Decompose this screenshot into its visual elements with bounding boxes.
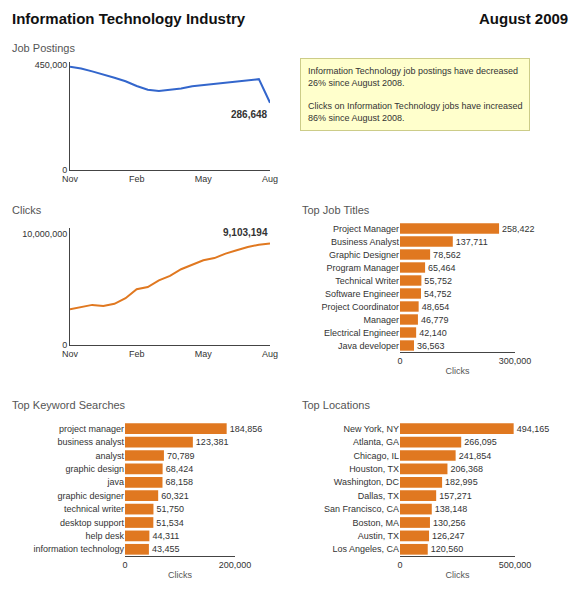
svg-text:Boston, MA: Boston, MA bbox=[352, 518, 399, 528]
svg-text:Manager: Manager bbox=[363, 315, 399, 325]
svg-text:Project Manager: Project Manager bbox=[333, 224, 399, 234]
svg-text:Technical Writer: Technical Writer bbox=[335, 276, 399, 286]
svg-text:Aug: Aug bbox=[262, 174, 278, 184]
svg-text:0: 0 bbox=[62, 340, 67, 350]
svg-text:Austin, TX: Austin, TX bbox=[358, 531, 399, 541]
svg-text:138,148: 138,148 bbox=[435, 504, 468, 514]
svg-text:51,534: 51,534 bbox=[156, 518, 184, 528]
svg-text:54,752: 54,752 bbox=[424, 289, 452, 299]
svg-text:San Francisco, CA: San Francisco, CA bbox=[324, 504, 399, 514]
svg-text:60,321: 60,321 bbox=[161, 491, 189, 501]
svg-text:Project Coordinator: Project Coordinator bbox=[321, 302, 399, 312]
svg-text:157,271: 157,271 bbox=[439, 491, 472, 501]
svg-text:graphic design: graphic design bbox=[65, 464, 124, 474]
svg-text:130,256: 130,256 bbox=[433, 518, 466, 528]
svg-text:technical writer: technical writer bbox=[64, 504, 124, 514]
svg-text:Software Engineer: Software Engineer bbox=[325, 289, 399, 299]
svg-text:Electrical Engineer: Electrical Engineer bbox=[324, 328, 399, 338]
svg-text:266,095: 266,095 bbox=[464, 437, 497, 447]
svg-text:Nov: Nov bbox=[62, 349, 79, 359]
svg-text:analyst: analyst bbox=[95, 451, 124, 461]
svg-text:65,464: 65,464 bbox=[428, 263, 456, 273]
svg-text:Information Technology Industr: Information Technology Industry bbox=[12, 10, 246, 27]
svg-text:Clicks: Clicks bbox=[168, 570, 192, 580]
svg-text:help desk: help desk bbox=[85, 531, 124, 541]
svg-text:Washington, DC: Washington, DC bbox=[334, 477, 400, 487]
svg-text:43,455: 43,455 bbox=[152, 544, 180, 554]
svg-text:68,158: 68,158 bbox=[165, 477, 193, 487]
svg-text:Chicago, IL: Chicago, IL bbox=[353, 451, 399, 461]
svg-text:0: 0 bbox=[62, 165, 67, 175]
svg-text:48,654: 48,654 bbox=[422, 302, 450, 312]
svg-text:May: May bbox=[195, 174, 213, 184]
svg-text:450,000: 450,000 bbox=[35, 60, 68, 70]
svg-text:Nov: Nov bbox=[62, 174, 79, 184]
svg-text:206,368: 206,368 bbox=[450, 464, 483, 474]
svg-text:Feb: Feb bbox=[129, 174, 145, 184]
svg-text:286,648: 286,648 bbox=[231, 109, 268, 120]
svg-text:Los Angeles, CA: Los Angeles, CA bbox=[332, 544, 399, 554]
svg-text:Business Analyst: Business Analyst bbox=[331, 237, 400, 247]
svg-text:68,424: 68,424 bbox=[166, 464, 194, 474]
svg-text:70,789: 70,789 bbox=[167, 451, 195, 461]
svg-text:information technology: information technology bbox=[33, 544, 124, 554]
svg-text:36,563: 36,563 bbox=[417, 341, 445, 351]
svg-text:project manager: project manager bbox=[59, 424, 124, 434]
svg-text:business analyst: business analyst bbox=[57, 437, 124, 447]
svg-text:184,856: 184,856 bbox=[230, 424, 263, 434]
svg-text:August 2009: August 2009 bbox=[479, 10, 568, 27]
svg-text:Top Job Titles: Top Job Titles bbox=[302, 204, 370, 216]
svg-text:46,779: 46,779 bbox=[421, 315, 449, 325]
svg-text:Job Postings: Job Postings bbox=[12, 42, 75, 54]
svg-text:Program Manager: Program Manager bbox=[326, 263, 399, 273]
svg-text:241,854: 241,854 bbox=[459, 451, 492, 461]
svg-text:0: 0 bbox=[397, 356, 402, 366]
svg-text:494,165: 494,165 bbox=[517, 424, 550, 434]
svg-text:55,752: 55,752 bbox=[424, 276, 452, 286]
svg-text:Java developer: Java developer bbox=[338, 341, 399, 351]
svg-text:182,995: 182,995 bbox=[445, 477, 478, 487]
svg-text:137,711: 137,711 bbox=[456, 237, 488, 247]
svg-text:44,311: 44,311 bbox=[152, 531, 179, 541]
svg-text:graphic designer: graphic designer bbox=[57, 491, 124, 501]
svg-text:Clicks: Clicks bbox=[446, 366, 470, 376]
svg-text:Top Keyword Searches: Top Keyword Searches bbox=[12, 399, 126, 411]
svg-text:200,000: 200,000 bbox=[219, 560, 252, 570]
svg-text:New York, NY: New York, NY bbox=[343, 424, 399, 434]
svg-text:Atlanta, GA: Atlanta, GA bbox=[353, 437, 399, 447]
svg-text:78,562: 78,562 bbox=[433, 250, 461, 260]
svg-text:0: 0 bbox=[122, 560, 127, 570]
svg-text:123,381: 123,381 bbox=[196, 437, 229, 447]
svg-text:9,103,194: 9,103,194 bbox=[223, 227, 268, 238]
svg-text:51,750: 51,750 bbox=[156, 504, 184, 514]
svg-text:Aug: Aug bbox=[262, 349, 278, 359]
svg-text:0: 0 bbox=[397, 560, 402, 570]
svg-text:Top Locations: Top Locations bbox=[302, 399, 370, 411]
svg-text:Graphic Designer: Graphic Designer bbox=[329, 250, 399, 260]
svg-text:500,000: 500,000 bbox=[499, 560, 532, 570]
svg-text:May: May bbox=[195, 349, 213, 359]
svg-text:Clicks: Clicks bbox=[446, 570, 470, 580]
svg-text:Information Technology job pos: Information Technology job postings have… bbox=[308, 66, 522, 123]
svg-text:Clicks: Clicks bbox=[12, 204, 42, 216]
svg-text:126,247: 126,247 bbox=[432, 531, 465, 541]
svg-text:10,000,000: 10,000,000 bbox=[22, 229, 67, 239]
svg-text:desktop support: desktop support bbox=[60, 518, 125, 528]
svg-text:java: java bbox=[106, 477, 124, 487]
svg-text:300,000: 300,000 bbox=[499, 356, 532, 366]
svg-text:Dallas, TX: Dallas, TX bbox=[358, 491, 399, 501]
svg-text:Houston, TX: Houston, TX bbox=[349, 464, 399, 474]
svg-text:42,140: 42,140 bbox=[419, 328, 447, 338]
svg-text:Feb: Feb bbox=[129, 349, 145, 359]
svg-text:120,560: 120,560 bbox=[431, 544, 464, 554]
svg-text:258,422: 258,422 bbox=[502, 224, 535, 234]
